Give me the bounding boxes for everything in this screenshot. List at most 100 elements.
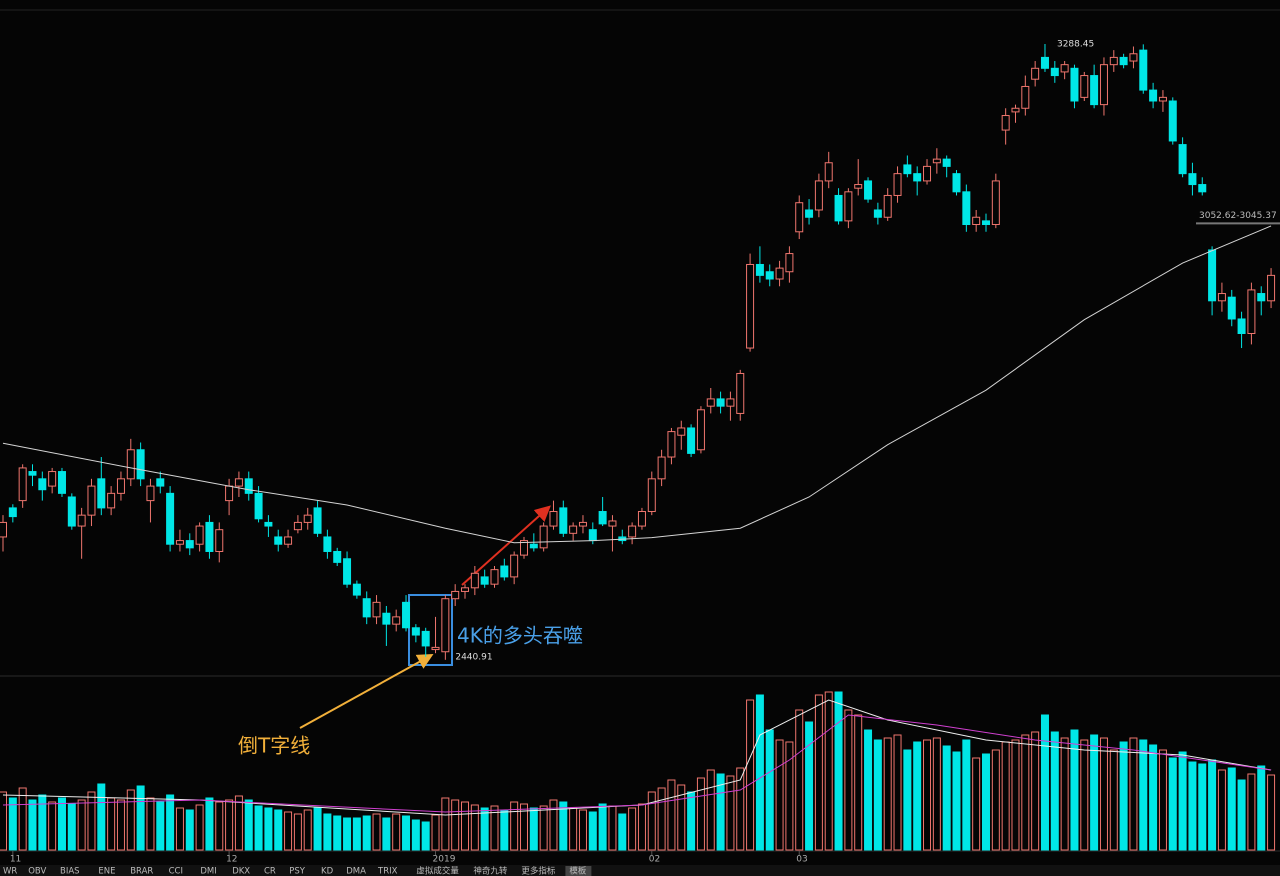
candle-body: [805, 209, 814, 218]
candle-body: [775, 267, 784, 280]
volume-bar: [549, 799, 558, 851]
toolbar-item[interactable]: TRIX: [377, 867, 398, 876]
volume-bar: [234, 795, 243, 851]
volume-bar: [313, 807, 322, 851]
candle-body: [657, 456, 666, 480]
volume-bar: [873, 739, 882, 851]
toolbar-item[interactable]: CCI: [169, 867, 183, 876]
candle-body: [834, 194, 843, 222]
candle-body: [1099, 64, 1108, 106]
candle-body: [500, 565, 509, 578]
volume-bar: [696, 777, 705, 851]
candle-body: [343, 558, 352, 585]
candle-body: [755, 263, 764, 276]
volume-bar: [588, 811, 597, 851]
candle-body: [0, 521, 7, 538]
candle-body: [166, 492, 175, 545]
volume-bar: [1158, 749, 1167, 851]
volume-bar: [166, 794, 175, 851]
x-tick-label: 12: [226, 855, 237, 865]
ma-line: [2, 714, 1272, 813]
volume-bar: [225, 799, 234, 851]
toolbar-item[interactable]: CR: [264, 867, 276, 876]
candle-body: [864, 180, 873, 200]
volume-bar: [1168, 757, 1177, 851]
candle-body: [303, 514, 312, 523]
candle-body: [264, 521, 273, 527]
candle-body: [982, 220, 990, 226]
volume-bar: [687, 791, 696, 851]
candle-body: [18, 467, 27, 502]
toolbar-item[interactable]: PSY: [289, 867, 306, 876]
volume-bar: [254, 805, 263, 851]
volume-bar: [1198, 763, 1207, 851]
volume-bar: [500, 809, 509, 851]
toolbar-item[interactable]: DKX: [232, 867, 250, 876]
candle-body: [402, 601, 411, 629]
candle-body: [451, 590, 460, 600]
volume-bar: [746, 699, 755, 851]
candle-body: [274, 536, 283, 545]
volume-bar: [736, 767, 745, 851]
candle-body: [234, 478, 243, 487]
candle-body: [382, 612, 391, 625]
volume-bar: [470, 804, 479, 851]
toolbar-item[interactable]: BIAS: [60, 867, 80, 876]
volume-bar: [529, 807, 538, 851]
x-tick-label: 02: [649, 855, 660, 865]
candle-body: [1070, 67, 1079, 102]
volume-bar: [215, 801, 224, 851]
candle-body: [185, 540, 194, 549]
volume-bar: [343, 817, 352, 851]
volume-bar: [824, 691, 833, 851]
toolbar-item[interactable]: BRAR: [130, 867, 153, 876]
candle-body: [1119, 56, 1128, 66]
arrow: [461, 505, 551, 586]
toolbar-item[interactable]: 神奇九转: [473, 866, 508, 876]
ma-line: [2, 699, 1272, 816]
volume-bar: [1247, 773, 1256, 851]
candle-body: [215, 529, 224, 552]
candle-body: [362, 598, 371, 618]
volume-bar: [618, 813, 627, 851]
annotation: 倒T字线: [238, 734, 310, 758]
volume-bar: [785, 741, 794, 851]
candle-body: [1040, 56, 1049, 69]
candle-body: [628, 525, 637, 538]
candle-body: [470, 572, 479, 589]
volume-bar: [844, 709, 853, 851]
volume-bar: [834, 691, 843, 851]
candle-body: [519, 540, 528, 556]
candle-body: [1080, 75, 1089, 98]
toolbar-item[interactable]: WR: [3, 867, 17, 876]
candle-body: [205, 521, 214, 552]
candle-body: [1257, 293, 1266, 302]
toolbar-item[interactable]: 模板: [569, 866, 587, 876]
volume-bar: [637, 803, 646, 851]
volume-bar: [903, 749, 912, 851]
volume-bar: [421, 821, 430, 851]
volume-bar: [1021, 734, 1030, 851]
volume-bar: [28, 799, 37, 851]
toolbar-item[interactable]: 虚拟成交量: [416, 866, 459, 876]
candle-body: [28, 471, 37, 476]
toolbar-item[interactable]: ENE: [98, 867, 115, 876]
volume-bar: [795, 709, 804, 851]
candle-body: [667, 431, 676, 458]
candle-body: [1188, 173, 1197, 186]
volume-bar: [1090, 734, 1099, 851]
toolbar-item[interactable]: DMA: [346, 867, 366, 876]
toolbar-item[interactable]: 更多指标: [521, 866, 556, 876]
candle-body: [696, 409, 705, 451]
toolbar-item[interactable]: OBV: [28, 867, 46, 876]
volume-bar: [991, 749, 1000, 851]
volume-bar: [441, 797, 450, 851]
toolbar-item[interactable]: DMI: [200, 867, 216, 876]
toolbar-item[interactable]: KD: [321, 867, 334, 876]
candle-body: [932, 158, 941, 164]
candle-body: [244, 478, 253, 494]
candle-body: [441, 598, 450, 653]
volume-bar: [274, 809, 283, 851]
candle-body: [333, 550, 342, 563]
